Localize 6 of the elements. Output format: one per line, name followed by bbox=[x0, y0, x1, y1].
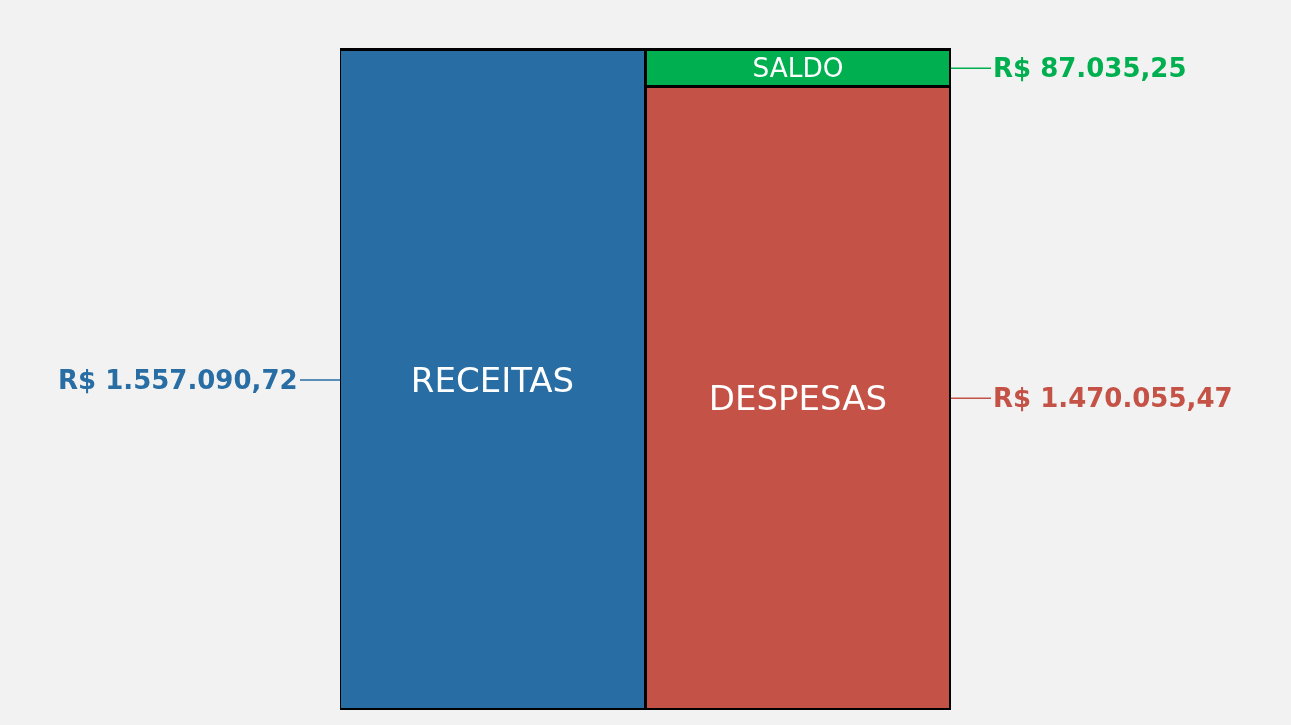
data-label: R$ 1.470.055,47 bbox=[993, 383, 1233, 413]
data-label: R$ 1.557.090,72 bbox=[58, 365, 298, 395]
series-label: SALDO bbox=[752, 53, 844, 84]
series-label: DESPESAS bbox=[708, 378, 888, 418]
series-label: RECEITAS bbox=[410, 359, 575, 400]
data-label: R$ 87.035,25 bbox=[993, 53, 1187, 83]
